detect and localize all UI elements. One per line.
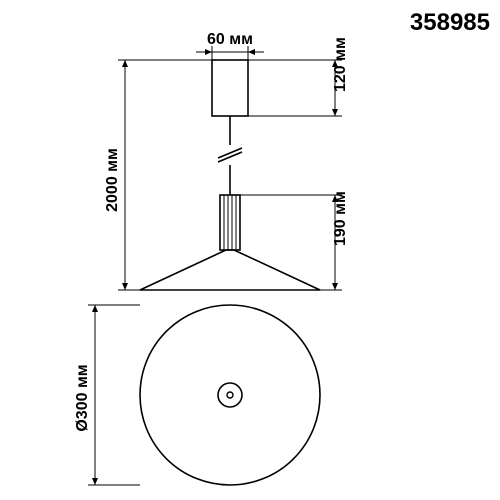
dim-stem-height-label: 190 мм <box>332 191 349 246</box>
cable-break-icon <box>218 148 242 162</box>
dim-canopy-height: 120 мм <box>248 37 349 116</box>
bottom-view <box>140 305 320 485</box>
dim-canopy-width-label: 60 мм <box>207 31 253 48</box>
shade-cone <box>140 250 320 290</box>
canopy <box>212 60 248 116</box>
dim-cable-length: 2000 мм <box>104 60 212 290</box>
dim-canopy-width: 60 мм <box>196 31 264 60</box>
dim-diameter: Ø300 мм <box>74 305 140 485</box>
model-number: 358985 <box>410 9 490 36</box>
dim-cable-length-label: 2000 мм <box>104 148 121 212</box>
dim-canopy-height-label: 120 мм <box>332 37 349 92</box>
dim-diameter-label: Ø300 мм <box>74 364 91 431</box>
dim-stem-height: 190 мм <box>240 191 349 290</box>
stem <box>220 195 240 250</box>
technical-drawing: 358985 60 мм 120 мм <box>0 0 500 500</box>
